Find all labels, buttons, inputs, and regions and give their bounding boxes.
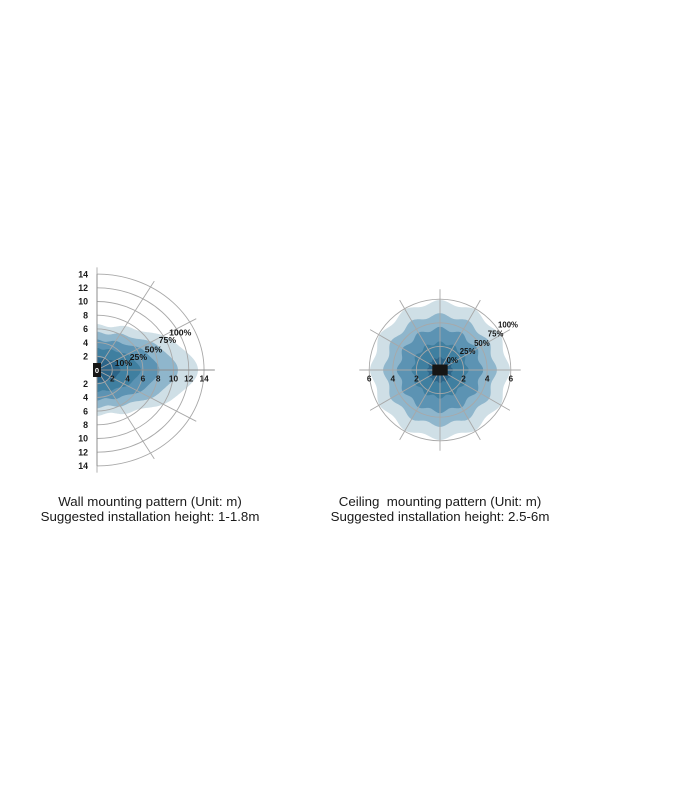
svg-text:8: 8: [83, 420, 88, 430]
svg-text:12: 12: [78, 447, 88, 457]
svg-text:14: 14: [199, 374, 209, 384]
svg-text:2: 2: [461, 374, 466, 384]
svg-text:4: 4: [390, 374, 395, 384]
svg-text:2: 2: [83, 352, 88, 362]
svg-text:0: 0: [95, 366, 99, 375]
svg-text:2: 2: [414, 374, 419, 384]
svg-text:2: 2: [110, 374, 115, 384]
svg-text:12: 12: [184, 374, 194, 384]
svg-text:10: 10: [78, 434, 88, 444]
svg-text:10: 10: [169, 374, 179, 384]
svg-text:75%: 75%: [488, 330, 504, 339]
svg-text:4: 4: [125, 374, 130, 384]
svg-text:4: 4: [485, 374, 490, 384]
svg-text:6: 6: [83, 324, 88, 334]
svg-text:50%: 50%: [474, 339, 490, 348]
svg-text:6: 6: [508, 374, 513, 384]
svg-text:14: 14: [78, 269, 88, 279]
svg-text:0%: 0%: [447, 356, 458, 365]
svg-text:14: 14: [78, 461, 88, 471]
svg-text:6: 6: [141, 374, 146, 384]
svg-text:4: 4: [83, 393, 88, 403]
svg-text:100%: 100%: [169, 327, 191, 337]
svg-text:12: 12: [78, 283, 88, 293]
svg-text:8: 8: [83, 310, 88, 320]
svg-text:4: 4: [83, 338, 88, 348]
svg-text:100%: 100%: [498, 321, 518, 330]
svg-text:2: 2: [83, 379, 88, 389]
svg-text:8: 8: [156, 374, 161, 384]
svg-text:6: 6: [83, 406, 88, 416]
svg-text:50%: 50%: [145, 345, 163, 355]
svg-text:25%: 25%: [460, 347, 476, 356]
svg-text:10: 10: [78, 297, 88, 307]
svg-text:6: 6: [367, 374, 372, 384]
